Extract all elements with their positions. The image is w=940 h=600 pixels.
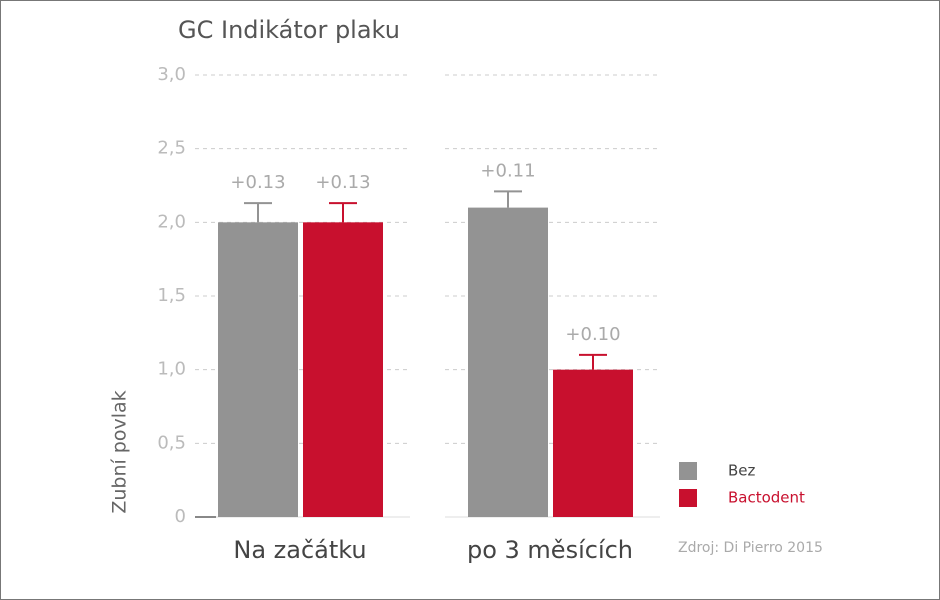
error-label: +0.13 bbox=[230, 172, 285, 193]
y-tick-label: 3,0 bbox=[157, 64, 186, 85]
y-tick-label: 0 bbox=[175, 506, 186, 527]
y-tick-label: 2,5 bbox=[157, 138, 186, 159]
legend-label: Bez bbox=[728, 462, 756, 480]
error-bar bbox=[244, 202, 272, 223]
legend-swatch bbox=[679, 462, 697, 480]
error-label: +0.11 bbox=[480, 160, 535, 181]
chart-title: GC Indikátor plaku bbox=[178, 16, 400, 44]
y-tick-label: 2,0 bbox=[157, 211, 186, 232]
bar bbox=[468, 207, 548, 517]
y-tick-label: 0,5 bbox=[157, 432, 186, 453]
source-note: Zdroj: Di Pierro 2015 bbox=[678, 540, 823, 556]
error-bar bbox=[494, 190, 522, 208]
x-tick-label: Na začátku bbox=[233, 536, 366, 564]
error-bar bbox=[329, 202, 357, 223]
legend-swatch bbox=[679, 489, 697, 507]
bar bbox=[303, 222, 383, 518]
bar bbox=[218, 222, 298, 518]
bar bbox=[553, 369, 633, 517]
y-tick-label: 1,5 bbox=[157, 285, 186, 306]
error-label: +0.10 bbox=[565, 324, 620, 345]
error-label: +0.13 bbox=[315, 172, 370, 193]
y-axis-label: Zubní povlak bbox=[109, 390, 131, 513]
y-tick-label: 1,0 bbox=[157, 359, 186, 380]
legend-label: Bactodent bbox=[728, 489, 805, 507]
x-tick-label: po 3 měsících bbox=[467, 536, 633, 564]
error-bar bbox=[579, 353, 607, 370]
